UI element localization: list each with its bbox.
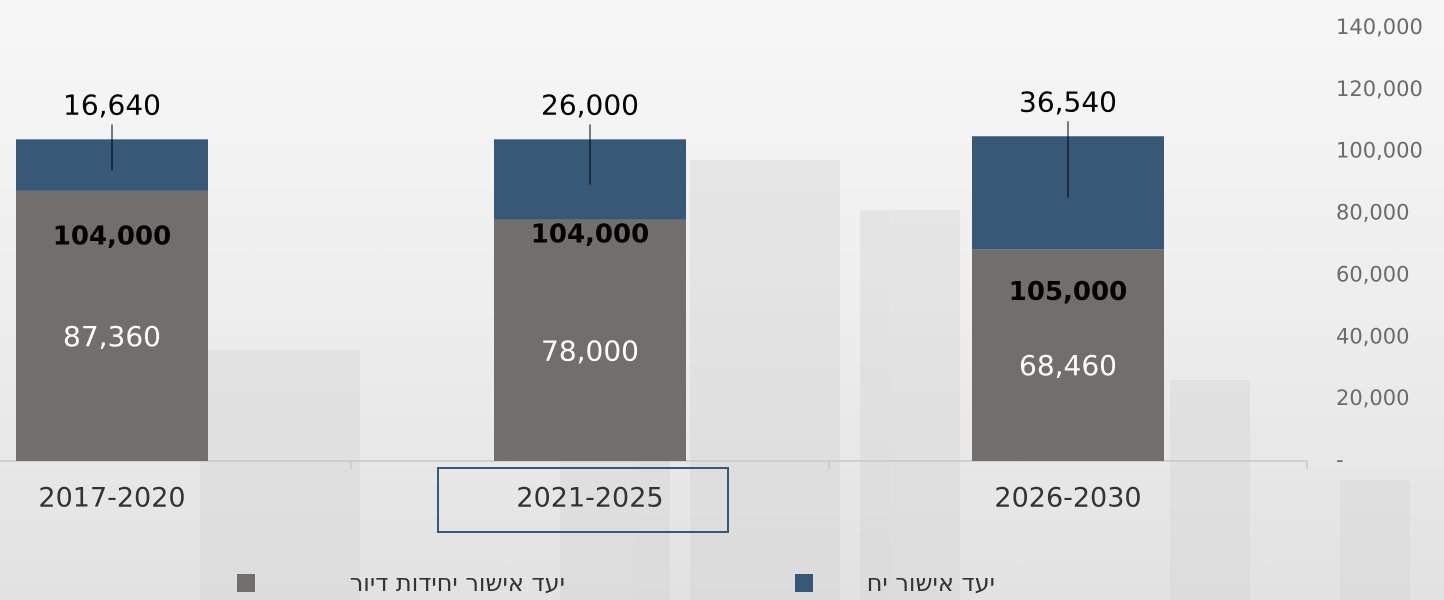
data-label: 16,640 [63, 88, 161, 121]
bar-segment [16, 190, 208, 462]
skyline [200, 160, 1410, 600]
legend-label: יעד אישור יחידות דיור [350, 569, 565, 597]
data-label: 26,000 [541, 88, 639, 121]
y-tick-label: 140,000 [1336, 15, 1423, 39]
y-tick-label: 40,000 [1336, 324, 1409, 348]
bar-segment [972, 249, 1164, 461]
data-label: 36,540 [1019, 85, 1117, 118]
total-label: 104,000 [53, 221, 171, 251]
x-tick-label: 2021-2025 [516, 483, 663, 514]
total-label: 105,000 [1009, 277, 1127, 307]
legend-label: יעד אישור יח [867, 569, 995, 597]
legend-swatch [237, 574, 255, 592]
y-tick-label: 80,000 [1336, 201, 1409, 225]
x-tick-label: 2017-2020 [38, 483, 185, 514]
y-tick-label: 100,000 [1336, 139, 1423, 163]
y-tick-label: 120,000 [1336, 77, 1423, 101]
selection-box [437, 467, 729, 533]
data-label: 78,000 [541, 334, 639, 367]
data-label: 68,460 [1019, 349, 1117, 382]
data-label: 87,360 [63, 320, 161, 353]
total-label: 104,000 [531, 219, 649, 249]
x-tick-label: 2026-2030 [994, 483, 1141, 514]
y-tick-label: 60,000 [1336, 262, 1409, 286]
legend-swatch [795, 574, 813, 592]
y-tick-label: 20,000 [1336, 386, 1409, 410]
bar-segment [494, 219, 686, 461]
y-tick-label: - [1336, 448, 1344, 472]
